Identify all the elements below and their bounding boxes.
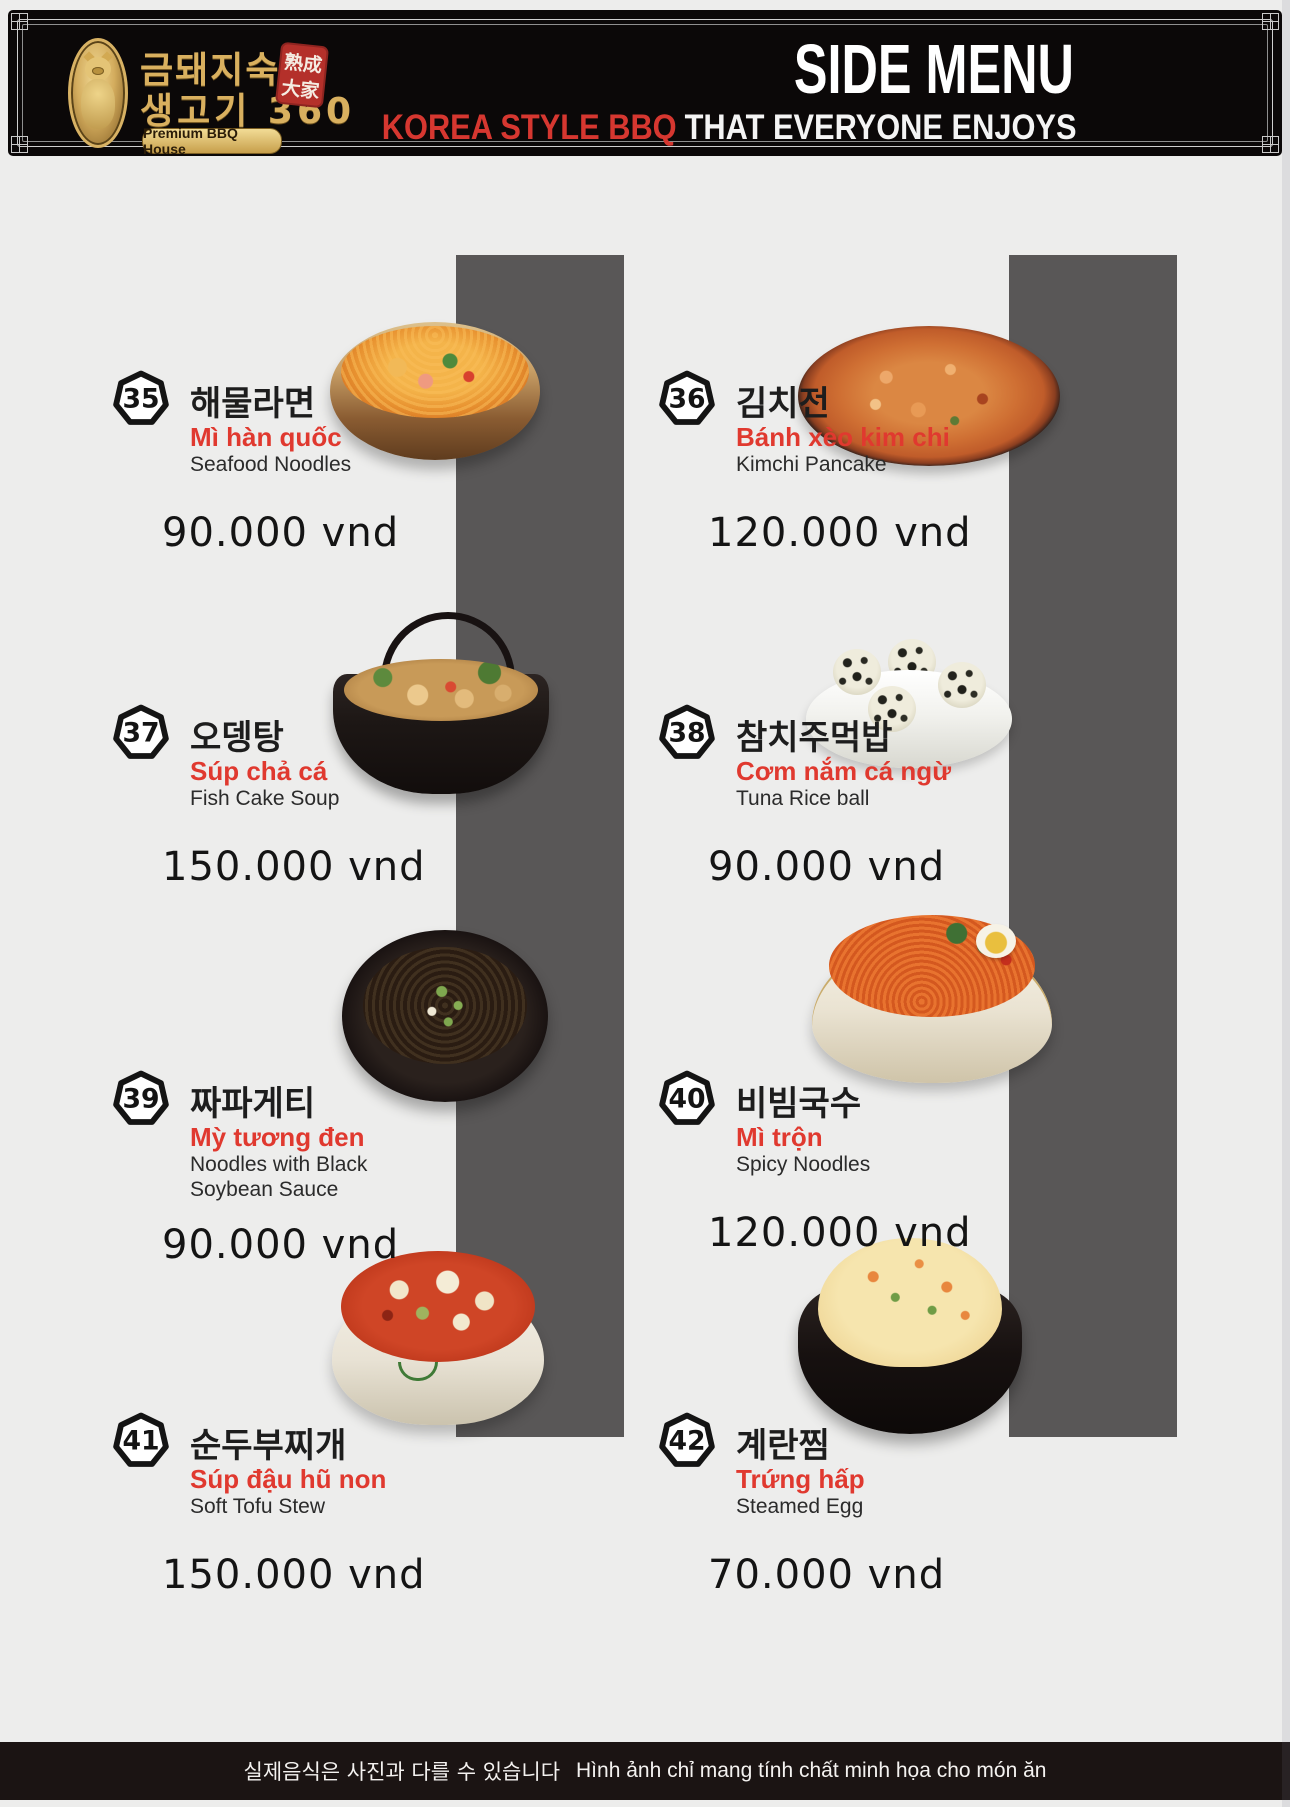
svg-text:42: 42 <box>668 1426 705 1457</box>
item-name-vietnamese: Mì hàn quốc <box>190 422 342 452</box>
photo-black-bean-noodles <box>342 930 548 1102</box>
item-name-english: Kimchi Pancake <box>736 453 887 476</box>
photo-tuna-rice-balls <box>806 636 1012 768</box>
item-name-english: Noodles with Black Soybean Sauce <box>190 1153 368 1201</box>
item-name-korean: 짜파게티 <box>190 1084 316 1124</box>
footer-vietnamese-note: Hình ảnh chỉ mang tính chất minh họa cho… <box>576 1759 1047 1782</box>
item-price: 90.000 vnd <box>162 1222 400 1268</box>
item-number-badge: 37 <box>112 704 170 762</box>
item-price: 150.000 vnd <box>162 1552 426 1598</box>
frame-corner-ornament <box>11 13 28 30</box>
frame-corner-ornament <box>11 136 28 153</box>
footer-disclaimer-bar: 실제음식은 사진과 다를 수 있습니다 Hình ảnh chỉ mang tí… <box>0 1742 1290 1800</box>
svg-text:40: 40 <box>668 1084 705 1115</box>
photo-steamed-egg <box>798 1238 1022 1434</box>
subtitle-white-part: THAT EVERYONE ENJOYS <box>684 108 1076 147</box>
frame-corner-ornament <box>1262 136 1279 153</box>
item-number-badge: 40 <box>658 1070 716 1128</box>
item-name-vietnamese: Súp chả cá <box>190 756 328 786</box>
header-banner: 금돼지숙성 생고기 360 熟成 大家 Premium BBQ House SI… <box>8 10 1282 157</box>
item-name-vietnamese: Mỳ tương đen <box>190 1122 365 1152</box>
item-price: 90.000 vnd <box>708 844 946 890</box>
item-name-english: Fish Cake Soup <box>190 787 340 810</box>
item-name-vietnamese: Cơm nắm cá ngừ <box>736 756 952 786</box>
item-price: 120.000 vnd <box>708 510 972 556</box>
item-number-badge: 39 <box>112 1070 170 1128</box>
frame-corner-ornament <box>1262 13 1279 30</box>
brand-tagline: Premium BBQ House <box>142 125 282 157</box>
svg-text:38: 38 <box>668 718 705 749</box>
item-name-english: Seafood Noodles <box>190 453 352 476</box>
item-name-english: Tuna Rice ball <box>736 787 870 810</box>
item-number-badge: 36 <box>658 370 716 428</box>
photo-fish-cake-soup <box>333 612 549 794</box>
photo-seafood-noodles <box>326 314 544 462</box>
svg-text:35: 35 <box>122 384 159 415</box>
right-edge-band <box>1282 0 1290 1807</box>
item-name-korean: 해물라면 <box>190 384 316 424</box>
svg-text:36: 36 <box>668 384 705 415</box>
photo-kimchi-pancake <box>798 326 1060 466</box>
item-name-korean: 오뎅탕 <box>190 718 284 758</box>
svg-text:37: 37 <box>122 718 159 749</box>
photo-soft-tofu-stew <box>328 1240 548 1425</box>
item-name-korean: 참치주먹밥 <box>736 718 893 758</box>
decorative-frame-inner <box>22 24 1268 142</box>
svg-text:41: 41 <box>122 1426 159 1457</box>
item-name-korean: 김치전 <box>736 384 830 424</box>
item-name-vietnamese: Bánh xèo kim chi <box>736 422 950 452</box>
pig-logo-icon <box>68 38 128 148</box>
item-name-vietnamese: Súp đậu hũ non <box>190 1464 387 1494</box>
item-price: 120.000 vnd <box>708 1210 972 1256</box>
item-name-korean: 순두부찌개 <box>190 1426 347 1466</box>
subtitle-red-part: KOREA STYLE BBQ <box>381 108 677 147</box>
item-number-badge: 35 <box>112 370 170 428</box>
item-number-badge: 42 <box>658 1412 716 1470</box>
item-name-english: Steamed Egg <box>736 1495 864 1518</box>
decorative-frame-outer <box>17 19 1273 147</box>
footer-korean-note: 실제음식은 사진과 다를 수 있습니다 <box>243 1760 561 1784</box>
item-number-badge: 38 <box>658 704 716 762</box>
seal-line2: 大家 <box>280 76 321 103</box>
page-subtitle: KOREA STYLE BBQ THAT EVERYONE ENJOYS <box>381 110 1076 146</box>
svg-text:39: 39 <box>122 1084 159 1115</box>
item-name-korean: 계란찜 <box>736 1426 830 1466</box>
item-name-vietnamese: Mì trộn <box>736 1122 823 1152</box>
item-price: 90.000 vnd <box>162 510 400 556</box>
page-title: SIDE MENU <box>793 30 1074 108</box>
item-name-english: Spicy Noodles <box>736 1153 871 1176</box>
item-price: 70.000 vnd <box>708 1552 946 1598</box>
item-name-english: Soft Tofu Stew <box>190 1495 326 1518</box>
item-price: 150.000 vnd <box>162 844 426 890</box>
red-seal-stamp: 熟成 大家 <box>274 41 330 109</box>
item-number-badge: 41 <box>112 1412 170 1470</box>
item-name-vietnamese: Trứng hấp <box>736 1464 865 1494</box>
item-name-korean: 비빔국수 <box>736 1084 862 1124</box>
photo-spicy-noodles <box>812 908 1052 1083</box>
right-gray-stripe <box>1009 255 1177 1437</box>
